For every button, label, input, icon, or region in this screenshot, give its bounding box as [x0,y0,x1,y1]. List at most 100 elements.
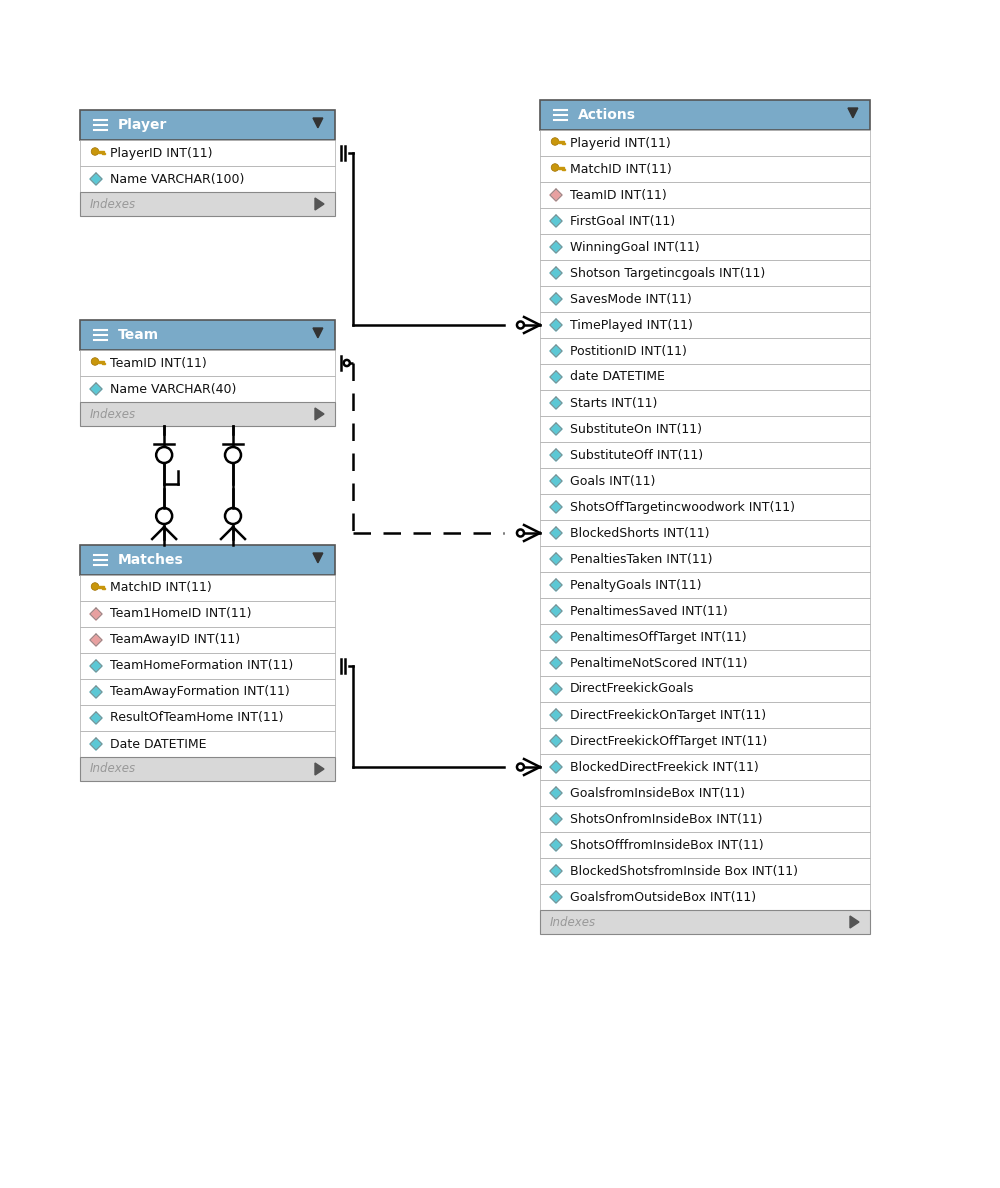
Text: PostitionID INT(11): PostitionID INT(11) [570,345,687,358]
Text: SavesMode INT(11): SavesMode INT(11) [570,292,692,305]
Bar [540,260,870,286]
Polygon shape [90,608,102,620]
Bar [80,757,335,781]
Polygon shape [550,683,562,695]
Bar [80,601,335,627]
Circle shape [517,322,524,329]
Polygon shape [850,916,859,928]
Bar [540,312,870,339]
Bar [540,571,870,598]
Bar [564,143,565,144]
Polygon shape [550,318,562,331]
Polygon shape [550,241,562,253]
Bar [80,166,335,192]
Bar [80,402,335,426]
Text: PenaltimesOffTarget INT(11): PenaltimesOffTarget INT(11) [570,631,747,644]
Circle shape [225,447,241,463]
Bar [540,520,870,546]
Bar [540,494,870,520]
Bar [540,676,870,702]
Polygon shape [315,407,324,421]
Text: Actions: Actions [578,108,636,122]
Text: MatchID INT(11): MatchID INT(11) [570,163,672,176]
Circle shape [91,582,99,590]
Bar [540,468,870,494]
Bar [540,728,870,754]
Bar [540,884,870,910]
Bar [540,781,870,805]
Polygon shape [550,397,562,409]
Bar [540,702,870,728]
Polygon shape [550,267,562,279]
Bar [80,545,335,575]
Circle shape [156,447,172,463]
Text: Name VARCHAR(100): Name VARCHAR(100) [110,172,244,185]
Bar [102,362,104,365]
Bar [562,143,564,144]
Text: Name VARCHAR(40): Name VARCHAR(40) [110,383,236,396]
Polygon shape [550,709,562,721]
Bar [102,588,104,589]
Text: date DATETIME: date DATETIME [570,371,665,384]
Circle shape [517,530,524,537]
Bar [564,169,565,170]
Bar [558,140,564,143]
Text: Player: Player [118,118,167,132]
Polygon shape [550,579,562,592]
Polygon shape [550,839,562,851]
Polygon shape [550,605,562,617]
Text: DirectFreekickOffTarget INT(11): DirectFreekickOffTarget INT(11) [570,734,767,747]
Bar [540,208,870,234]
Text: TeamID INT(11): TeamID INT(11) [110,356,207,369]
Text: Team1HomeID INT(11): Team1HomeID INT(11) [110,607,252,620]
Text: ShotsOfffromInsideBox INT(11): ShotsOfffromInsideBox INT(11) [570,839,764,852]
Polygon shape [550,449,562,461]
Bar [104,588,105,589]
Bar [98,151,104,153]
Bar [80,653,335,680]
Text: BlockedDirectFreekick INT(11): BlockedDirectFreekick INT(11) [570,760,759,773]
Circle shape [91,147,99,156]
Bar [540,339,870,364]
Bar [80,575,335,601]
Polygon shape [315,198,324,210]
Bar [540,624,870,650]
Text: SubstituteOn INT(11): SubstituteOn INT(11) [570,423,702,436]
Bar [80,680,335,704]
Bar [80,375,335,402]
Text: GoalsfromOutsideBox INT(11): GoalsfromOutsideBox INT(11) [570,891,756,904]
Bar [540,129,870,156]
Bar [80,627,335,653]
Text: TeamAwayFormation INT(11): TeamAwayFormation INT(11) [110,685,290,699]
Polygon shape [90,383,102,396]
Bar [540,598,870,624]
Polygon shape [550,631,562,643]
Polygon shape [550,527,562,539]
Text: GoalsfromInsideBox INT(11): GoalsfromInsideBox INT(11) [570,786,745,800]
Bar [540,858,870,884]
Polygon shape [550,762,562,773]
Polygon shape [90,712,102,723]
Circle shape [344,360,350,366]
Text: ResultOfTeamHome INT(11): ResultOfTeamHome INT(11) [110,712,284,725]
Bar [540,390,870,416]
Polygon shape [550,552,562,565]
Bar [98,360,104,362]
Text: TimePlayed INT(11): TimePlayed INT(11) [570,318,693,331]
Bar [80,731,335,757]
Polygon shape [550,891,562,903]
Polygon shape [550,423,562,435]
Circle shape [517,764,524,771]
Polygon shape [550,345,562,358]
Polygon shape [313,118,323,128]
Bar [98,586,104,588]
Circle shape [91,358,99,365]
Text: PenaltyGoals INT(11): PenaltyGoals INT(11) [570,579,702,592]
Text: TeamHomeFormation INT(11): TeamHomeFormation INT(11) [110,659,293,672]
Polygon shape [550,371,562,383]
Bar [540,182,870,208]
Text: ShotsOffTargetincwoodwork INT(11): ShotsOffTargetincwoodwork INT(11) [570,500,795,513]
Text: TeamAwayID INT(11): TeamAwayID INT(11) [110,633,240,646]
Polygon shape [550,501,562,513]
Text: Starts INT(11): Starts INT(11) [570,397,657,410]
